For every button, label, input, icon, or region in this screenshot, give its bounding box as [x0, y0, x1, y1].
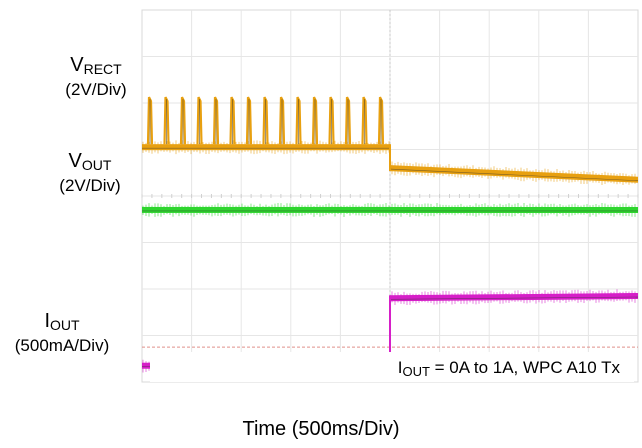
vout-label: VOUT (2V/Div): [46, 150, 134, 196]
vrect-subscript: RECT: [83, 61, 122, 77]
iout-subscript: OUT: [50, 317, 80, 333]
annotation-text: IOUT = 0A to 1A, WPC A10 Tx: [398, 358, 620, 379]
x-axis-label: Time (500ms/Div): [242, 418, 400, 440]
trace-midline-after-ch2: [389, 296, 639, 300]
iout-scale: (500mA/Div): [14, 336, 110, 355]
vout-scale: (2V/Div): [59, 176, 121, 195]
trace-band-after-ch1: [390, 206, 638, 213]
annotation-symbol: I: [397, 358, 403, 377]
vout-subscript: OUT: [81, 157, 112, 173]
vrect-symbol: V: [70, 54, 84, 76]
iout-label: IOUT (500mA/Div): [0, 310, 124, 356]
annotation-subscript: OUT: [402, 364, 430, 379]
vrect-label: VRECT (2V/Div): [56, 54, 136, 100]
iout-symbol: I: [44, 310, 50, 332]
annotation-rest: = 0A to 1A, WPC A10 Tx: [429, 358, 620, 377]
vrect-scale: (2V/Div): [65, 80, 127, 99]
annotation-box: IOUT = 0A to 1A, WPC A10 Tx: [150, 352, 634, 382]
trace-midline-after-ch0: [389, 168, 639, 182]
vout-symbol: V: [68, 150, 82, 172]
